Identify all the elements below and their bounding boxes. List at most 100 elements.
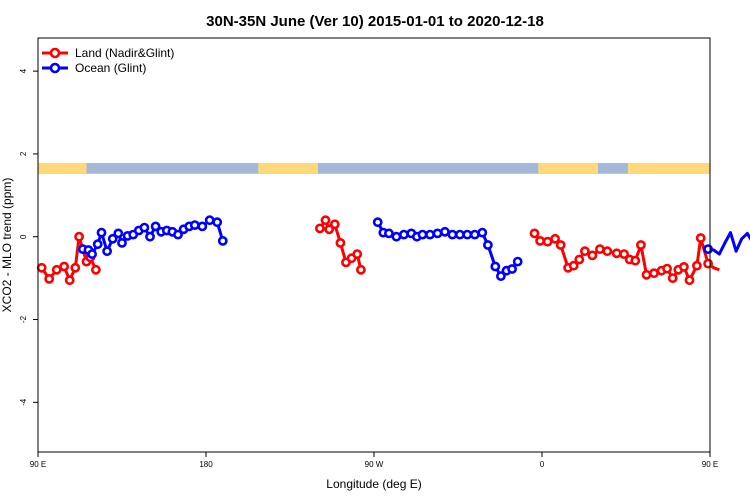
data-point xyxy=(568,260,579,271)
series-0 xyxy=(36,215,720,286)
data-point xyxy=(145,231,155,242)
land-band-span xyxy=(38,163,87,174)
data-point xyxy=(36,262,47,273)
data-point xyxy=(92,239,103,250)
x-axis-label: Longitude (deg E) xyxy=(326,477,421,491)
data-point xyxy=(602,246,613,257)
data-point xyxy=(102,246,112,257)
legend-item: Land (Nadir&Glint) xyxy=(42,46,174,60)
data-point xyxy=(482,240,493,250)
data-point xyxy=(619,249,629,259)
data-point xyxy=(117,237,127,248)
y-tick-label: -4 xyxy=(19,398,28,406)
data-point xyxy=(495,271,506,281)
x-tick-label: 90 E xyxy=(702,460,718,469)
data-point xyxy=(91,264,101,275)
series-line xyxy=(707,231,750,256)
data-point xyxy=(630,255,641,266)
data-point xyxy=(212,217,223,228)
x-tick-label: 90 E xyxy=(30,460,46,469)
x-axis: 90 E 180 90 W 0 90 E xyxy=(30,452,718,469)
data-point xyxy=(512,256,523,267)
series-layer xyxy=(36,215,750,286)
data-point xyxy=(447,229,458,240)
data-point xyxy=(490,261,501,272)
data-point xyxy=(314,223,325,234)
data-point xyxy=(542,236,553,247)
data-point xyxy=(462,229,473,240)
data-point xyxy=(662,263,672,274)
land-band-span xyxy=(258,163,318,174)
data-point xyxy=(507,264,517,274)
data-point xyxy=(529,228,540,239)
data-point xyxy=(173,229,183,240)
y-axis-label: XCO2 - MLO trend (ppm) xyxy=(0,178,14,313)
data-point xyxy=(535,235,545,246)
data-point xyxy=(636,240,646,250)
data-point xyxy=(439,226,450,237)
plot-frame xyxy=(37,37,711,453)
data-point xyxy=(574,254,585,265)
data-point xyxy=(432,228,443,239)
data-point xyxy=(204,215,215,226)
data-point xyxy=(335,237,346,248)
data-point xyxy=(398,229,409,240)
data-point xyxy=(96,227,107,238)
data-point xyxy=(684,275,695,286)
x-tick-label: 90 W xyxy=(365,460,384,469)
data-point xyxy=(107,233,118,244)
data-point xyxy=(679,261,689,272)
data-point xyxy=(667,273,678,283)
land-band-span xyxy=(538,163,598,174)
legend-item: Ocean (Glint) xyxy=(42,61,146,75)
data-point xyxy=(113,228,124,239)
data-point xyxy=(417,229,428,240)
legend-marker xyxy=(49,62,61,74)
data-point xyxy=(352,249,363,259)
data-point xyxy=(70,262,81,273)
legend-label: Ocean (Glint) xyxy=(75,61,146,75)
data-point xyxy=(703,244,713,254)
data-point xyxy=(324,224,335,235)
data-point xyxy=(391,231,402,242)
data-point xyxy=(425,229,435,240)
data-point xyxy=(611,248,622,259)
data-point xyxy=(692,260,702,271)
data-point xyxy=(372,217,383,228)
ocean-band xyxy=(38,163,710,174)
land-band-span xyxy=(627,163,710,174)
legend-marker xyxy=(49,47,61,59)
data-point xyxy=(383,228,394,239)
data-point xyxy=(329,219,340,230)
data-point xyxy=(477,227,488,238)
data-point xyxy=(59,261,69,272)
data-point xyxy=(51,264,62,275)
data-point xyxy=(320,215,331,226)
data-point xyxy=(555,240,566,250)
data-point xyxy=(87,249,97,259)
data-point xyxy=(695,233,706,243)
data-point xyxy=(355,264,366,275)
land-sea-band xyxy=(38,163,710,174)
y-tick-label: 0 xyxy=(19,234,28,239)
data-point xyxy=(469,229,480,240)
data-point xyxy=(74,231,84,242)
y-tick-label: -2 xyxy=(19,315,28,323)
chart-title: 30N-35N June (Ver 10) 2015-01-01 to 2020… xyxy=(206,13,544,30)
legend-label: Land (Nadir&Glint) xyxy=(75,46,174,60)
x-tick-label: 180 xyxy=(199,460,213,469)
data-point xyxy=(641,269,652,280)
data-point xyxy=(150,221,161,232)
data-point xyxy=(550,233,560,244)
data-point xyxy=(580,246,590,257)
data-point xyxy=(217,235,228,246)
data-point xyxy=(587,250,598,261)
y-axis: -4 -2 0 2 4 xyxy=(19,68,38,406)
x-tick-label: 0 xyxy=(540,460,545,469)
data-point xyxy=(197,221,208,232)
data-point xyxy=(703,258,713,269)
legend: Land (Nadir&Glint)Ocean (Glint) xyxy=(42,46,174,75)
data-point xyxy=(139,222,150,233)
